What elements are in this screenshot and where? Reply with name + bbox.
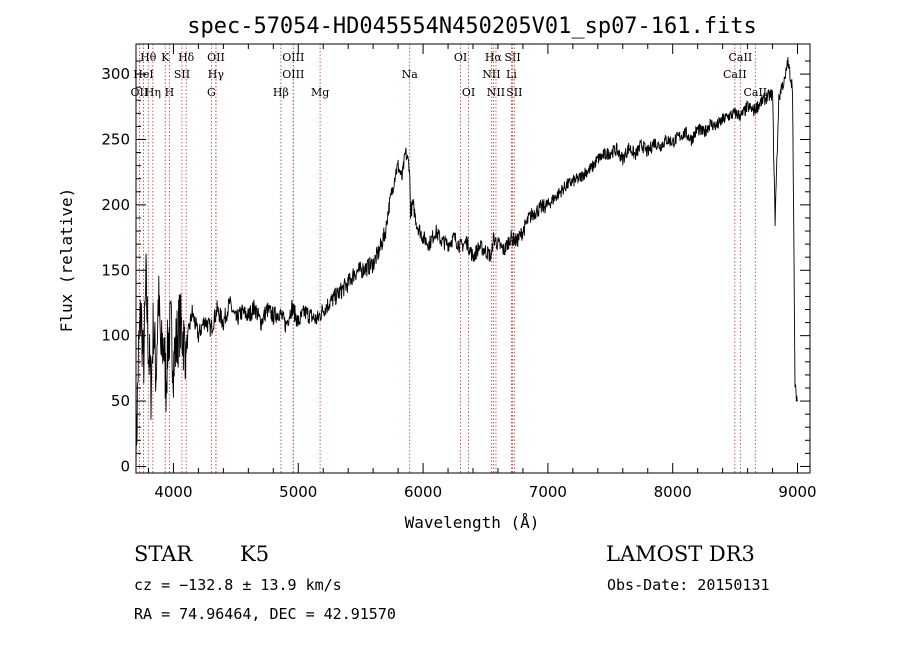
- line-marker-label: NII: [487, 86, 505, 99]
- x-tick-label: 8000: [654, 483, 692, 501]
- line-marker-label: NII: [482, 68, 500, 81]
- y-axis: 0 50 100 150 200 250 300: [101, 60, 810, 475]
- line-marker-label: Hδ: [178, 51, 195, 64]
- line-marker-label: Li: [506, 68, 517, 81]
- y-tick-label: 200: [101, 196, 130, 214]
- observation-date: Obs-Date: 20150131: [607, 576, 770, 594]
- line-marker-label: OII: [207, 51, 225, 64]
- object-class: STAR: [134, 542, 193, 566]
- y-tick-label: 250: [101, 130, 130, 148]
- line-marker-label: OI: [454, 51, 467, 64]
- spectrum-line: [135, 57, 798, 474]
- x-axis-label: Wavelength (Å): [405, 513, 540, 532]
- x-tick-label: 4000: [154, 483, 192, 501]
- y-tick-label: 100: [101, 327, 130, 345]
- line-marker-label: H: [165, 86, 175, 99]
- line-marker-label: OI: [462, 86, 475, 99]
- x-tick-label: 6000: [404, 483, 442, 501]
- y-tick-label: 150: [101, 261, 130, 279]
- line-marker-label: OIII: [282, 68, 304, 81]
- line-marker-label: CaII: [743, 86, 767, 99]
- line-marker-label: Hα: [485, 51, 503, 64]
- line-marker-label: SII: [506, 86, 522, 99]
- y-tick-label: 50: [111, 392, 130, 410]
- line-marker-label: SII: [174, 68, 190, 81]
- object-subclass: K5: [240, 542, 269, 566]
- x-axis: 4000 5000 6000 7000 8000 9000: [147, 44, 817, 501]
- line-marker-label: CaII: [729, 51, 753, 64]
- y-tick-label: 300: [101, 65, 130, 83]
- line-marker-label: Na: [402, 68, 419, 81]
- line-marker-label: Mg: [311, 86, 329, 99]
- survey-name: LAMOST DR3: [606, 542, 755, 566]
- x-tick-label: 5000: [279, 483, 317, 501]
- line-marker-label: OIII: [282, 51, 304, 64]
- line-marker-label: Hβ: [273, 86, 289, 99]
- line-marker-label: K: [161, 51, 170, 64]
- line-marker-label: OII: [131, 86, 149, 99]
- y-axis-label: Flux (relative): [57, 188, 76, 333]
- line-marker-label: Hθ: [140, 51, 157, 64]
- line-marker-label: Hγ: [208, 68, 225, 81]
- x-tick-label: 9000: [778, 483, 816, 501]
- chart-title: spec-57054-HD045554N450205V01_sp07-161.f…: [187, 14, 757, 39]
- line-marker-label: CaII: [723, 68, 747, 81]
- line-marker-label: Hη: [145, 86, 161, 99]
- y-tick-label: 0: [120, 457, 130, 475]
- series-layer: [135, 57, 798, 474]
- x-tick-label: 7000: [529, 483, 567, 501]
- line-marker-label: G: [207, 86, 216, 99]
- redshift-velocity: cz = −132.8 ± 13.9 km/s: [134, 576, 342, 594]
- coordinates: RA = 74.96464, DEC = 42.91570: [134, 605, 396, 623]
- line-marker-label: SII: [504, 51, 520, 64]
